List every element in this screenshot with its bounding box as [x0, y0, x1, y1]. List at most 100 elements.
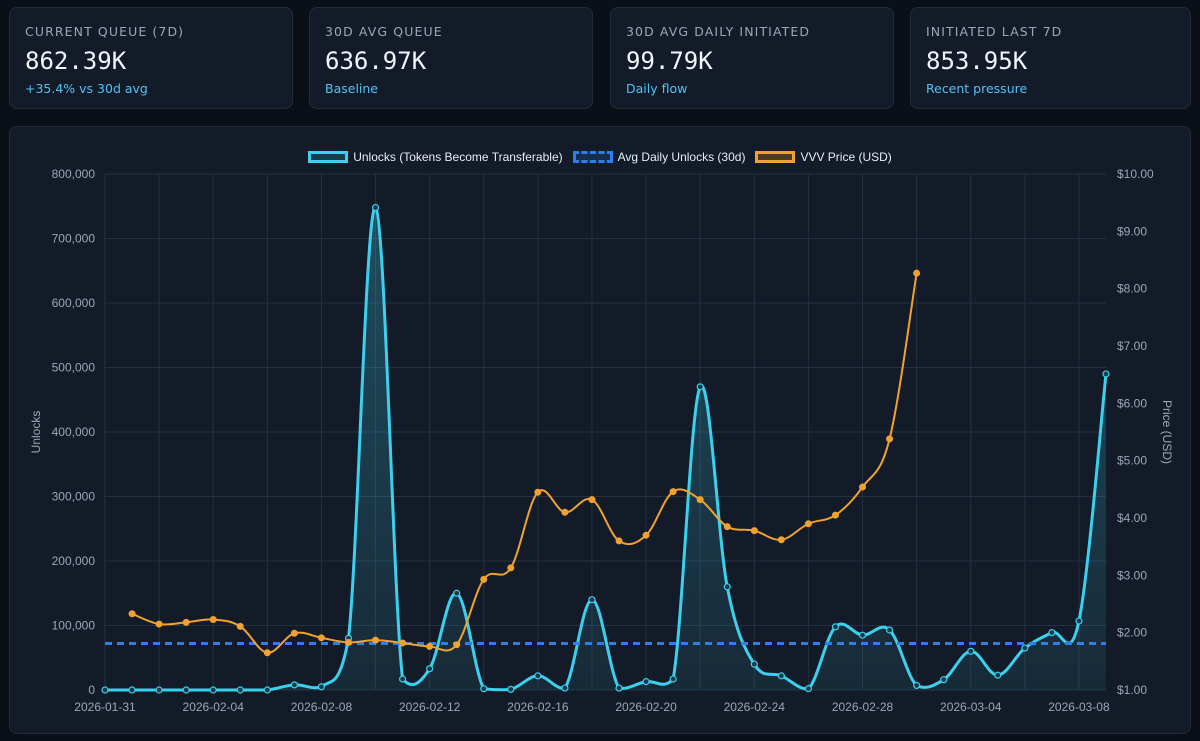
- legend-swatch-avg: [572, 151, 613, 163]
- price-point: [750, 527, 758, 535]
- unlocks-point: [317, 683, 326, 691]
- price-point: [182, 618, 190, 626]
- unlocks-point: [480, 685, 488, 693]
- stat-card-current-queue: CURRENT QUEUE (7D) 862.39K +35.4% vs 30d…: [9, 7, 293, 109]
- y2-tick-label: $8.00: [1117, 282, 1147, 296]
- card-label: 30D AVG QUEUE: [325, 24, 443, 39]
- unlocks-point: [398, 675, 407, 683]
- stat-card-30d-avg-queue: 30D AVG QUEUE 636.97K Baseline: [309, 7, 593, 109]
- unlocks-point: [967, 647, 975, 655]
- y-tick-label: 300,000: [52, 490, 96, 504]
- unlocks-point: [290, 681, 298, 689]
- price-point: [831, 511, 839, 519]
- price-point: [290, 629, 298, 637]
- unlocks-point: [777, 672, 785, 680]
- y-tick-label: 700,000: [52, 232, 96, 246]
- price-point: [669, 488, 677, 496]
- legend-label-price: VVV Price (USD): [800, 150, 892, 164]
- unlocks-point: [885, 626, 894, 634]
- unlocks-area: [105, 207, 1106, 690]
- unlocks-point: [1102, 370, 1110, 378]
- x-tick-label: 2026-02-28: [832, 700, 894, 714]
- chart-legend: Unlocks (Tokens Become Transferable) Avg…: [10, 150, 1190, 164]
- y2-tick-label: $3.00: [1117, 568, 1147, 582]
- x-tick-label: 2026-02-20: [615, 700, 677, 714]
- unlocks-point: [669, 675, 677, 683]
- price-point: [561, 508, 569, 516]
- y2-tick-label: $2.00: [1117, 626, 1147, 640]
- y-tick-label: 600,000: [52, 296, 96, 310]
- unlocks-point: [1075, 617, 1083, 625]
- unlocks-point: [696, 383, 704, 391]
- price-point: [480, 575, 488, 583]
- y2-tick-label: $5.00: [1117, 454, 1147, 468]
- unlocks-point: [940, 676, 948, 684]
- price-point: [372, 636, 380, 644]
- x-tick-label: 2026-02-08: [291, 700, 353, 714]
- price-point: [588, 496, 596, 504]
- card-subtext: +35.4% vs 30d avg: [25, 81, 148, 96]
- y2-tick-label: $10.00: [1117, 167, 1154, 181]
- chart-panel: Unlocks (Tokens Become Transferable) Avg…: [9, 126, 1191, 734]
- price-line: [131, 273, 918, 654]
- x-tick-label: 2026-03-04: [940, 700, 1002, 714]
- y-tick-label: 100,000: [52, 619, 96, 633]
- x-tick-label: 2026-01-31: [74, 700, 136, 714]
- unlocks-point: [913, 681, 921, 690]
- y2-tick-label: $9.00: [1117, 224, 1147, 238]
- unlocks-point: [1021, 644, 1029, 652]
- card-value: 853.95K: [926, 47, 1028, 75]
- unlocks-point: [534, 672, 542, 680]
- stat-card-30d-avg-daily-initiated: 30D AVG DAILY INITIATED 99.79K Daily flo…: [610, 7, 894, 109]
- unlocks-point: [371, 203, 380, 212]
- legend-label-unlocks: Unlocks (Tokens Become Transferable): [353, 150, 563, 164]
- price-point: [155, 620, 163, 628]
- price-point: [642, 531, 650, 539]
- unlocks-point: [426, 665, 434, 673]
- card-label: INITIATED LAST 7D: [926, 24, 1063, 39]
- unlocks-point: [507, 685, 515, 693]
- unlocks-point: [750, 660, 758, 668]
- price-point: [453, 641, 461, 649]
- unlocks-price-chart: 0 100,000 200,000 300,000 400,000 500,000 600,…: [29, 167, 1174, 714]
- unlocks-point: [588, 596, 596, 604]
- unlocks-point: [1048, 628, 1056, 637]
- x-tick-label: 2026-02-12: [399, 700, 461, 714]
- unlocks-point: [209, 686, 217, 694]
- price-point: [859, 483, 867, 491]
- card-value: 99.79K: [626, 47, 713, 75]
- price-point: [696, 496, 704, 504]
- unlocks-point: [858, 631, 867, 639]
- unlocks-point: [182, 686, 190, 694]
- price-point: [886, 435, 894, 443]
- x-tick-label: 2026-02-24: [724, 700, 786, 714]
- x-tick-label: 2026-03-08: [1048, 700, 1110, 714]
- price-point: [507, 564, 515, 572]
- price-point: [804, 520, 812, 528]
- unlocks-point: [723, 583, 731, 591]
- unlocks-point: [236, 686, 244, 694]
- x-tick-label: 2026-02-04: [183, 700, 245, 714]
- unlocks-point: [128, 686, 136, 694]
- y-tick-label: 500,000: [52, 361, 96, 375]
- card-value: 862.39K: [25, 47, 127, 75]
- price-point: [209, 615, 217, 623]
- legend-item-unlocks[interactable]: Unlocks (Tokens Become Transferable): [308, 150, 563, 164]
- price-point: [236, 622, 244, 630]
- unlocks-line: [104, 206, 1108, 692]
- unlocks-point: [831, 623, 840, 631]
- y-tick-label: 800,000: [52, 167, 96, 181]
- card-subtext: Baseline: [325, 81, 378, 96]
- x-tick-label: 2026-02-16: [507, 700, 569, 714]
- y2-tick-label: $1.00: [1117, 683, 1147, 697]
- legend-item-price[interactable]: VVV Price (USD): [755, 150, 892, 164]
- unlocks-point: [453, 589, 461, 597]
- y-tick-label: 0: [88, 683, 95, 697]
- price-point: [263, 649, 271, 657]
- legend-item-avg[interactable]: Avg Daily Unlocks (30d): [572, 150, 745, 164]
- price-point: [128, 610, 136, 618]
- card-subtext: Recent pressure: [926, 81, 1028, 96]
- stat-card-initiated-last-7d: INITIATED LAST 7D 853.95K Recent pressur…: [910, 7, 1191, 109]
- price-point: [534, 488, 542, 496]
- y2-tick-label: $4.00: [1117, 511, 1147, 525]
